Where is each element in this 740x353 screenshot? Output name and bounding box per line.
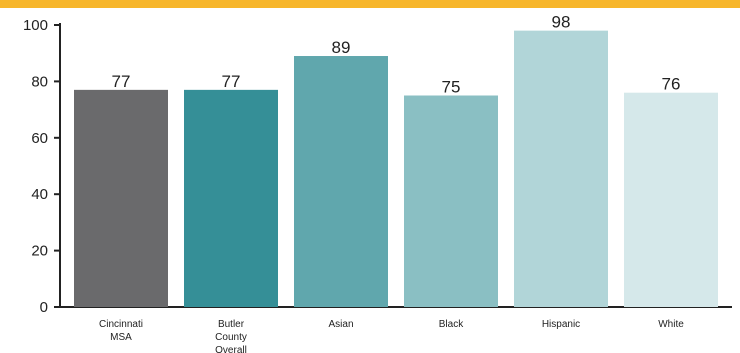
category-label: Cincinnati MSA xyxy=(99,319,143,343)
data-label: 89 xyxy=(332,38,351,57)
bar xyxy=(514,30,608,307)
top-accent-band xyxy=(0,0,740,8)
data-label: 77 xyxy=(222,72,241,91)
category-label: Black xyxy=(439,319,464,330)
y-tick-label: 20 xyxy=(31,243,48,260)
bar xyxy=(184,89,278,307)
data-label: 76 xyxy=(662,75,681,94)
y-tick-label: 0 xyxy=(40,299,48,316)
bar xyxy=(404,95,498,307)
labels: 77 Cincinnati MSA 77 Butler County Overall 89 As… xyxy=(99,13,684,353)
category-label: Asian xyxy=(328,319,353,330)
category-label: Butler County Overall xyxy=(215,319,247,353)
y-tick-label: 40 xyxy=(31,186,48,203)
axes: 0 20 40 60 80 100 xyxy=(23,17,732,316)
data-label: 75 xyxy=(442,78,461,97)
bar xyxy=(624,92,718,308)
data-label: 77 xyxy=(112,72,131,91)
data-label: 98 xyxy=(552,13,571,32)
category-label: White xyxy=(658,319,684,330)
bars xyxy=(74,30,718,308)
y-tick-label: 80 xyxy=(31,73,48,90)
bar xyxy=(294,56,388,307)
category-label: Hispanic xyxy=(542,319,580,330)
y-tick-label: 60 xyxy=(31,130,48,147)
y-tick-label: 100 xyxy=(23,17,48,34)
bar xyxy=(74,89,168,307)
